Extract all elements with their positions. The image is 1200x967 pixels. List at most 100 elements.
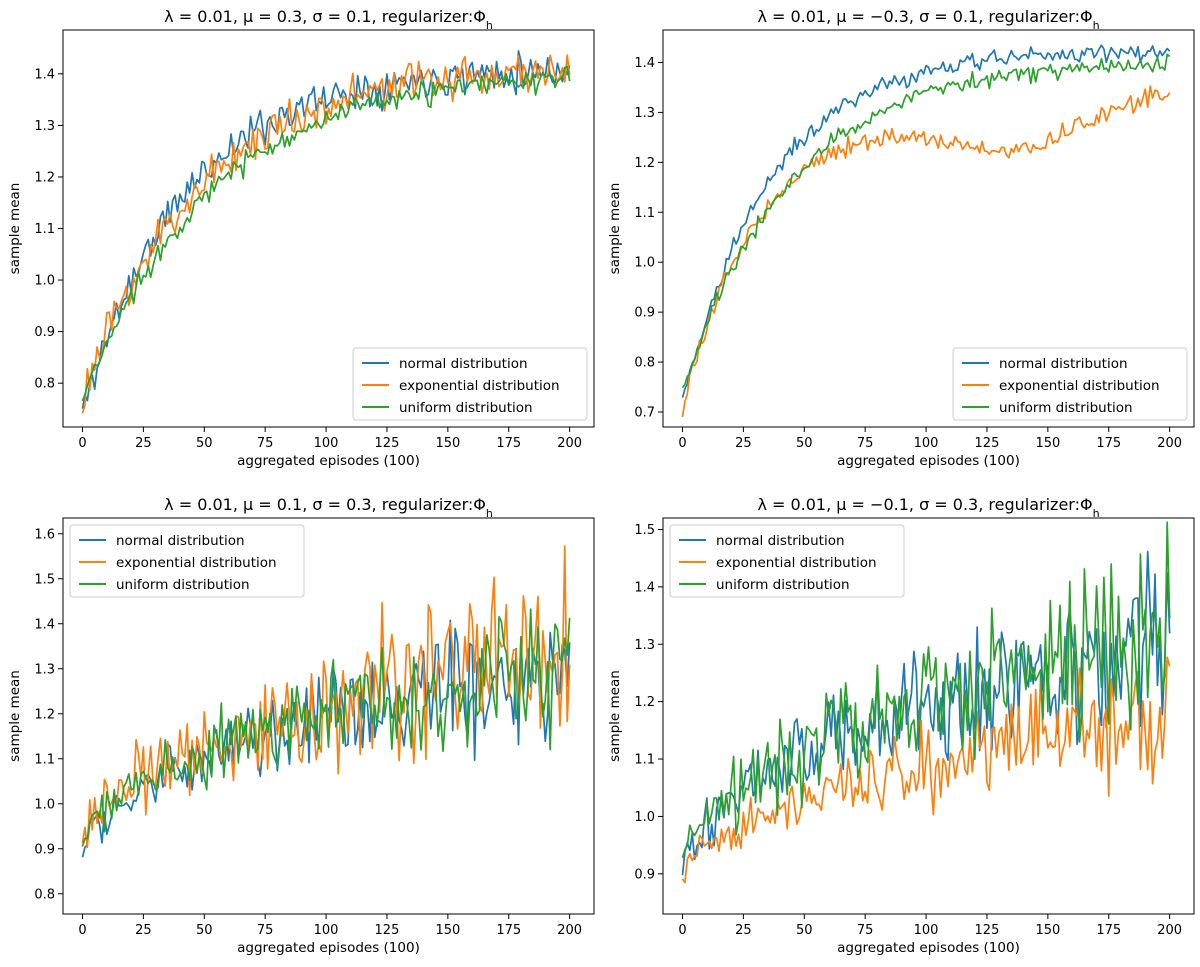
x-tick-label: 0: [678, 436, 686, 451]
chart-panel-2: λ = 0.01, μ = −0.3, σ = 0.1, regularizer…: [607, 7, 1195, 469]
series-line-uniform: [81, 608, 571, 847]
chart-title: λ = 0.01, μ = −0.3, σ = 0.1, regularizer…: [757, 7, 1099, 32]
y-tick-label: 1.2: [634, 156, 655, 171]
legend-box: [669, 524, 905, 598]
legend-box: [952, 347, 1188, 421]
series-line-uniform: [81, 65, 571, 402]
y-tick-label: 0.9: [634, 867, 655, 882]
legend: normal distribution exponential distribut…: [69, 524, 305, 598]
y-tick-label: 1.6: [34, 527, 55, 542]
x-tick-label: 100: [314, 923, 339, 938]
legend: normal distribution exponential distribut…: [669, 524, 905, 598]
x-tick-label: 0: [678, 923, 686, 938]
x-axis-label: aggregated episodes (100): [837, 453, 1020, 469]
chart-title: λ = 0.01, μ = 0.3, σ = 0.1, regularizer:…: [164, 7, 493, 32]
x-tick-label: 75: [857, 436, 874, 451]
y-tick-label: 1.4: [634, 580, 655, 595]
chart-title-main: λ = 0.01, μ = 0.3, σ = 0.1, regularizer:…: [164, 7, 486, 26]
y-tick-label: 0.7: [634, 406, 655, 421]
y-tick-label: 0.9: [34, 325, 55, 340]
series-group: [681, 521, 1171, 884]
y-axis-label: sample mean: [607, 670, 623, 762]
series-line-uniform: [681, 53, 1171, 389]
x-axis-label: aggregated episodes (100): [237, 453, 420, 469]
y-tick-label: 0.8: [34, 377, 55, 392]
y-tick-label: 1.4: [34, 617, 55, 632]
y-tick-label: 1.4: [634, 56, 655, 71]
y-tick-label: 1.2: [34, 707, 55, 722]
x-tick-label: 100: [314, 436, 339, 451]
x-tick-label: 100: [914, 436, 939, 451]
y-tick-label: 1.3: [34, 119, 55, 134]
series-group: [81, 545, 571, 858]
series-line-uniform: [681, 521, 1171, 858]
plot-frame: [662, 29, 1195, 428]
series-group: [81, 50, 571, 414]
x-tick-label: 200: [1157, 436, 1182, 451]
chart-panel-4: λ = 0.01, μ = −0.1, σ = 0.3, regularizer…: [607, 495, 1195, 956]
chart-panel-3: λ = 0.01, μ = 0.1, σ = 0.3, regularizer:…: [7, 495, 595, 956]
y-tick-label: 1.0: [34, 797, 55, 812]
legend-label: exponential distribution: [716, 555, 877, 571]
x-tick-label: 125: [375, 436, 400, 451]
series-line-normal: [681, 550, 1171, 876]
y-tick-label: 1.3: [634, 638, 655, 653]
legend-label: normal distribution: [399, 356, 528, 372]
y-tick-label: 1.2: [634, 695, 655, 710]
x-tick-label: 75: [857, 923, 874, 938]
x-tick-label: 100: [914, 923, 939, 938]
y-tick-label: 1.0: [34, 274, 55, 289]
legend-label: exponential distribution: [999, 378, 1160, 394]
y-tick-label: 0.9: [34, 842, 55, 857]
y-tick-label: 1.3: [34, 662, 55, 677]
x-tick-label: 50: [796, 436, 813, 451]
x-axis-label: aggregated episodes (100): [837, 940, 1020, 956]
x-tick-label: 150: [435, 436, 460, 451]
y-tick-label: 1.1: [34, 222, 55, 237]
x-tick-label: 200: [1157, 923, 1182, 938]
chart-title-subscript: h: [1093, 19, 1100, 32]
x-axis-label: aggregated episodes (100): [237, 940, 420, 956]
plot-frame: [62, 517, 595, 915]
legend-label: exponential distribution: [116, 555, 277, 571]
legend-label: normal distribution: [716, 533, 845, 549]
chart-title-subscript: h: [486, 507, 493, 520]
x-tick-label: 25: [735, 923, 752, 938]
y-axis-label: sample mean: [7, 183, 23, 275]
y-tick-label: 0.8: [34, 887, 55, 902]
x-tick-label: 175: [496, 436, 521, 451]
x-tick-label: 50: [196, 436, 213, 451]
x-tick-label: 175: [496, 923, 521, 938]
x-tick-label: 50: [796, 923, 813, 938]
series-group: [681, 44, 1171, 418]
legend-label: uniform distribution: [716, 577, 850, 593]
x-tick-label: 25: [135, 436, 152, 451]
chart-title: λ = 0.01, μ = 0.1, σ = 0.3, regularizer:…: [164, 495, 493, 520]
legend: normal distribution exponential distribut…: [352, 347, 588, 421]
x-tick-label: 50: [196, 923, 213, 938]
legend-label: uniform distribution: [116, 577, 250, 593]
x-tick-label: 150: [435, 923, 460, 938]
x-tick-label: 25: [135, 923, 152, 938]
y-tick-label: 1.3: [634, 106, 655, 121]
chart-title: λ = 0.01, μ = −0.1, σ = 0.3, regularizer…: [757, 495, 1099, 520]
plot-frame: [662, 517, 1195, 915]
series-line-normal: [681, 44, 1171, 398]
y-tick-label: 0.9: [634, 306, 655, 321]
chart-title-main: λ = 0.01, μ = −0.1, σ = 0.3, regularizer…: [757, 495, 1092, 514]
legend-label: normal distribution: [116, 533, 245, 549]
y-tick-label: 1.1: [634, 753, 655, 768]
chart-panel-1: λ = 0.01, μ = 0.3, σ = 0.1, regularizer:…: [7, 7, 595, 469]
series-line-exponential: [681, 656, 1171, 884]
x-tick-label: 75: [257, 436, 274, 451]
chart-title-main: λ = 0.01, μ = 0.1, σ = 0.3, regularizer:…: [164, 495, 486, 514]
chart-title-subscript: h: [486, 19, 493, 32]
x-tick-label: 175: [1096, 436, 1121, 451]
y-tick-label: 1.5: [634, 523, 655, 538]
legend-label: normal distribution: [999, 356, 1128, 372]
y-tick-label: 1.1: [34, 752, 55, 767]
y-tick-label: 0.8: [634, 356, 655, 371]
y-axis-label: sample mean: [7, 670, 23, 762]
x-tick-label: 125: [375, 923, 400, 938]
